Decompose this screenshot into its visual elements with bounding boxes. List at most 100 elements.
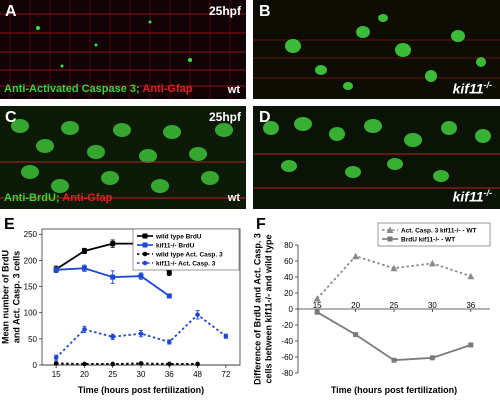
data-point (81, 265, 87, 271)
y-tick-label: 0 (289, 305, 294, 314)
legend-entry: kif11-/- BrdU (156, 243, 195, 250)
data-point (428, 259, 436, 267)
data-point (110, 274, 116, 280)
data-point (166, 293, 172, 299)
panel-a-micrograph (0, 0, 246, 99)
x-tick-label: 20 (351, 301, 360, 310)
y-tick-label: 60 (284, 257, 293, 266)
x-tick-label: 36 (165, 370, 174, 379)
panel-a-stain-red: Anti-Gfap (142, 83, 193, 95)
x-axis-label: Time (hours post fertilization) (331, 385, 457, 395)
data-point (195, 312, 200, 318)
panel-a-image: A 25hpf Anti-Activated Caspase 3; Anti-G… (0, 0, 246, 99)
data-point (353, 332, 359, 338)
series-3 (53, 310, 229, 361)
x-tick-label: 30 (137, 370, 146, 379)
panel-d-genotype-base: kif11 (452, 188, 484, 205)
panel-c-genotype: wt (227, 192, 240, 204)
panel-d-genotype-sup: -/- (483, 188, 493, 198)
legend-marker (142, 251, 148, 257)
data-point (166, 269, 172, 275)
data-point (391, 357, 397, 363)
panel-b-genotype-sup: -/- (483, 80, 493, 90)
data-point (352, 252, 360, 260)
data-point (53, 355, 59, 360)
data-point (467, 272, 475, 280)
panel-f-label: F (256, 216, 266, 233)
x-tick-label: 25 (390, 301, 399, 310)
panel-b-micrograph (253, 0, 500, 99)
panel-c-stain-red: Anti-Gfap (62, 192, 113, 204)
panel-c-time: 25hpf (208, 110, 241, 124)
data-point (390, 264, 398, 272)
panel-c-stain-green: Anti-BrdU; (4, 192, 60, 204)
data-point (223, 333, 229, 339)
legend-entry: Act. Casp. 3 kif11-/- - WT (401, 228, 477, 235)
y-tick-label: -20 (281, 321, 293, 330)
x-tick-label: 25 (108, 370, 117, 379)
series-0 (313, 252, 475, 302)
legend-marker (142, 260, 148, 266)
panel-b-genotype: kif11-/- (453, 80, 492, 97)
data-point (82, 327, 87, 332)
series-1 (53, 264, 172, 299)
legend-entry: kif11-/- Act. Casp. 3 (156, 261, 216, 268)
y-tick-label: 0 (33, 361, 38, 370)
y-tick-label: 40 (284, 273, 293, 282)
y-tick-label: -60 (281, 353, 293, 362)
data-point (53, 267, 59, 273)
data-point (195, 361, 200, 367)
data-point (166, 339, 172, 345)
panel-b-image: B kif11-/- (253, 0, 500, 99)
legend-box (377, 222, 491, 247)
legend-marker (386, 226, 394, 233)
series-line (316, 255, 472, 300)
x-tick-label: 48 (193, 370, 202, 379)
panel-b-label: B (259, 3, 271, 20)
legend: Act. Casp. 3 kif11-/- - WT BrdU kif11-/- … (377, 222, 491, 247)
legend-marker (387, 236, 393, 242)
panel-c-label: C (5, 109, 17, 126)
data-point (110, 241, 116, 247)
data-point (138, 273, 144, 279)
panel-d-image: D kif11-/- (253, 106, 500, 209)
data-point (138, 361, 144, 366)
x-tick-label: 36 (466, 301, 475, 310)
panel-c-stain: Anti-BrdU; Anti-Gfap (4, 192, 112, 204)
data-point (468, 342, 474, 348)
y-tick-label: 20 (284, 289, 293, 298)
legend: wild type BrdU kif11-/- BrdU wild type Act… (132, 228, 240, 271)
panel-d-genotype: kif11-/- (453, 188, 492, 205)
data-point (166, 361, 172, 367)
data-point (314, 309, 320, 315)
y-axis-label-line: and Act. Casp. 3 cells (12, 251, 22, 343)
legend-marker (142, 233, 148, 239)
panel-e-label: E (4, 216, 15, 233)
panel-e-chart: E 0 50 100 150 200 250 15 20 25 30 36 48 72 Time (hour… (1, 216, 241, 395)
legend-entry: wild type BrdU (155, 234, 202, 241)
y-axis-label: Difference of BrdU and Act. Casp. 3cells… (253, 233, 274, 385)
series-2 (53, 361, 200, 367)
data-point (313, 295, 321, 302)
series-line (56, 362, 198, 365)
panel-a-stain-green: Anti-Activated Caspase 3; (4, 83, 140, 95)
y-axis-label-line: Mean number of BrdU (1, 250, 11, 344)
y-tick-label: -40 (281, 337, 293, 346)
x-tick-label: 72 (221, 370, 230, 379)
x-tick-label: 15 (313, 301, 322, 310)
y-tick-label: 100 (24, 309, 38, 318)
panel-a-stain: Anti-Activated Caspase 3; Anti-Gfap (4, 83, 192, 95)
data-point (429, 355, 435, 361)
data-point (53, 361, 59, 366)
x-tick-label: 20 (80, 370, 89, 379)
panel-a-time: 25hpf (208, 4, 241, 18)
panel-c-image: C 25hpf Anti-BrdU; Anti-Gfap wt (0, 106, 246, 209)
y-tick-label: 150 (24, 283, 38, 292)
legend-entry: BrdU kif11-/- - WT (401, 237, 455, 244)
data-point (82, 361, 87, 367)
data-point (81, 248, 87, 254)
y-tick-label: 200 (24, 256, 38, 265)
panel-f-chart: F -80 -60 -40 -20 0 20 40 60 80 15 20 25 30 36 Time (ho… (253, 216, 491, 395)
y-tick-label: 50 (28, 335, 37, 344)
panel-b-genotype-base: kif11 (452, 80, 484, 97)
